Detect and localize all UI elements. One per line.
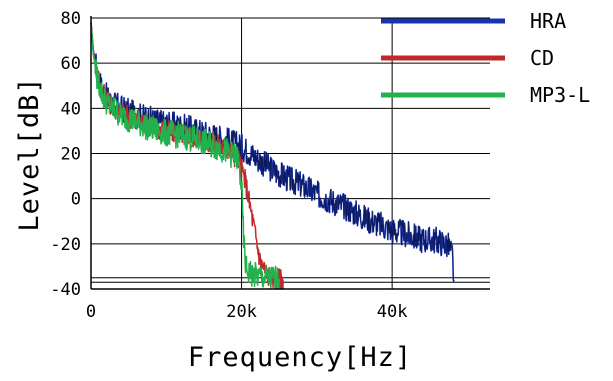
legend-label-mp3-l: MP3-L (530, 83, 590, 107)
series-line-hra (90, 22, 455, 283)
series-line-mp3-l (90, 22, 280, 290)
x-tick-label-2: 40k (377, 302, 408, 322)
x-axis-label: Frequency[Hz] (188, 342, 412, 373)
y-tick-label-1: 60 (61, 54, 81, 74)
y-tick-label-3: 20 (61, 145, 81, 165)
axes (90, 16, 490, 290)
legend: HRA CD MP3-L (381, 9, 590, 107)
legend-label-hra: HRA (530, 9, 566, 33)
series-outline-hra (90, 22, 455, 283)
y-tick-label-5: -20 (50, 235, 81, 255)
y-tick-label-6: -40 (50, 280, 81, 300)
y-axis-label: Level[dB] (14, 76, 45, 231)
x-tick-label-1: 20k (226, 302, 257, 322)
x-tick-label-0: 0 (86, 302, 96, 322)
series-layer (90, 22, 455, 290)
y-tick-label-0: 80 (61, 9, 81, 29)
legend-label-cd: CD (530, 46, 554, 70)
y-tick-label-4: 0 (71, 190, 81, 210)
noise-floor-lines (91, 277, 490, 283)
y-tick-label-2: 40 (61, 99, 81, 119)
